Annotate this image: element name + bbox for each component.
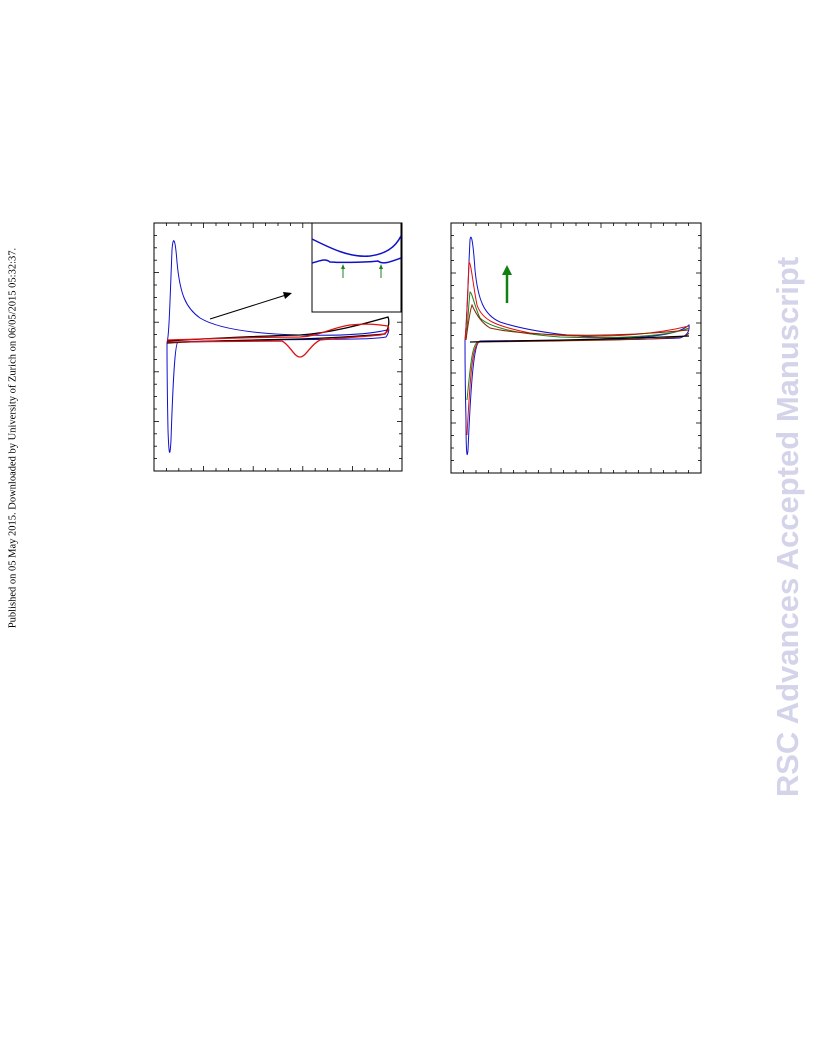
blue-curve <box>464 236 690 456</box>
green-curve <box>465 291 690 401</box>
right-panel-frame <box>450 222 702 474</box>
arrow-line <box>209 294 287 320</box>
red-curve <box>166 323 390 358</box>
brown-curve <box>465 303 690 343</box>
blue-curve <box>166 240 390 453</box>
inset-frame <box>311 222 402 313</box>
trend-arrow-head <box>502 265 512 275</box>
red-curve <box>464 261 690 436</box>
black-curve <box>469 335 690 343</box>
inset-upper-curve <box>311 235 402 257</box>
inset-arrow-head <box>341 264 345 269</box>
axis-ticks <box>154 223 701 473</box>
inset-arrow-head <box>379 264 383 269</box>
arrow-head <box>283 292 292 299</box>
left-panel-frame <box>153 222 403 472</box>
inset-lower-curve <box>311 257 402 264</box>
